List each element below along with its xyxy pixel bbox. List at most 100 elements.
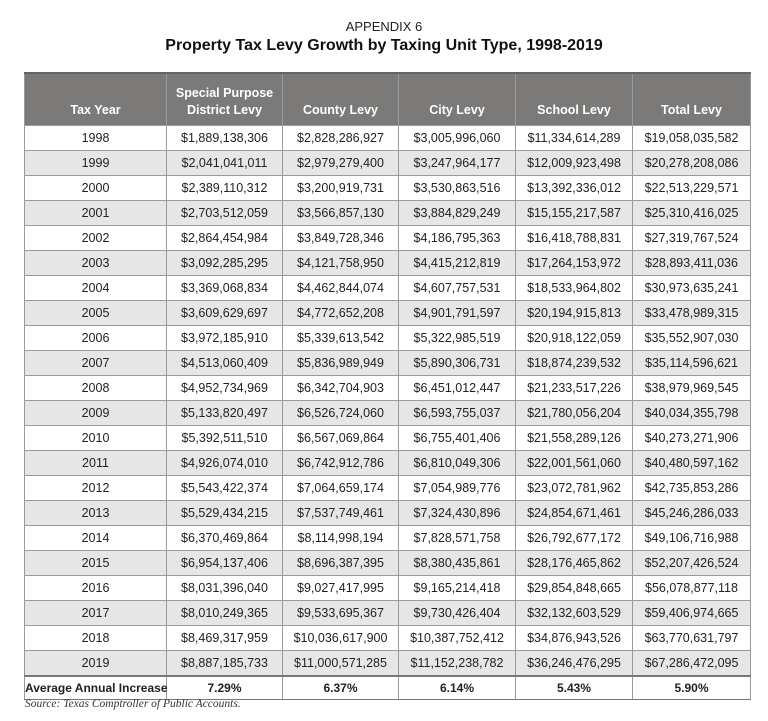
cell-total-levy: $40,273,271,906 [632, 425, 751, 451]
cell-total-levy: $19,058,035,582 [632, 125, 751, 151]
table-row: 2010 $5,392,511,510 $6,567,069,864 $6,755,4… [24, 425, 751, 451]
header-tax-year: Tax Year [24, 72, 167, 126]
cell-total-levy: $67,286,472,095 [632, 650, 751, 677]
cell-special-purpose-levy: $3,369,068,834 [166, 275, 283, 301]
cell-county-levy: $7,064,659,174 [282, 475, 399, 501]
table-row: 2014 $6,370,469,864 $8,114,998,194 $7,828,5… [24, 525, 751, 551]
cell-city-levy: $3,005,996,060 [398, 125, 516, 151]
cell-total-levy: $28,893,411,036 [632, 250, 751, 276]
cell-city-levy: $6,593,755,037 [398, 400, 516, 426]
table-row: 2012 $5,543,422,374 $7,064,659,174 $7,054,9… [24, 475, 751, 501]
cell-county-levy: $9,027,417,995 [282, 575, 399, 601]
table-row: 2001 $2,703,512,059 $3,566,857,130 $3,884,8… [24, 200, 751, 226]
cell-special-purpose-levy: $8,010,249,365 [166, 600, 283, 626]
cell-city-levy: $4,186,795,363 [398, 225, 516, 251]
cell-county-levy: $3,849,728,346 [282, 225, 399, 251]
cell-county-levy: $10,036,617,900 [282, 625, 399, 651]
cell-total-levy: $42,735,853,286 [632, 475, 751, 501]
cell-school-levy: $29,854,848,665 [515, 575, 633, 601]
cell-special-purpose-levy: $5,392,511,510 [166, 425, 283, 451]
cell-special-purpose-levy: $8,031,396,040 [166, 575, 283, 601]
cell-tax-year: 2006 [24, 325, 167, 351]
avg-city-levy: 6.14% [398, 675, 516, 700]
levy-table: Tax Year Special Purpose District Levy C… [24, 72, 751, 700]
cell-special-purpose-levy: $4,952,734,969 [166, 375, 283, 401]
cell-special-purpose-levy: $2,389,110,312 [166, 175, 283, 201]
cell-school-levy: $11,334,614,289 [515, 125, 633, 151]
cell-city-levy: $10,387,752,412 [398, 625, 516, 651]
cell-tax-year: 2013 [24, 500, 167, 526]
cell-total-levy: $35,552,907,030 [632, 325, 751, 351]
table-row: 2006 $3,972,185,910 $5,339,613,542 $5,322,9… [24, 325, 751, 351]
table-row: 2005 $3,609,629,697 $4,772,652,208 $4,901,7… [24, 300, 751, 326]
cell-school-levy: $26,792,677,172 [515, 525, 633, 551]
table-row: 2003 $3,092,285,295 $4,121,758,950 $4,415,2… [24, 250, 751, 276]
table-row: 2011 $4,926,074,010 $6,742,912,786 $6,810,0… [24, 450, 751, 476]
cell-special-purpose-levy: $5,133,820,497 [166, 400, 283, 426]
header-city: City Levy [398, 72, 516, 126]
cell-tax-year: 2003 [24, 250, 167, 276]
cell-school-levy: $24,854,671,461 [515, 500, 633, 526]
cell-tax-year: 2001 [24, 200, 167, 226]
header-county: County Levy [282, 72, 399, 126]
cell-total-levy: $52,207,426,524 [632, 550, 751, 576]
cell-school-levy: $13,392,336,012 [515, 175, 633, 201]
avg-county-levy: 6.37% [282, 675, 399, 700]
cell-tax-year: 2018 [24, 625, 167, 651]
cell-special-purpose-levy: $4,926,074,010 [166, 450, 283, 476]
cell-special-purpose-levy: $1,889,138,306 [166, 125, 283, 151]
cell-county-levy: $6,526,724,060 [282, 400, 399, 426]
cell-special-purpose-levy: $6,370,469,864 [166, 525, 283, 551]
cell-city-levy: $9,165,214,418 [398, 575, 516, 601]
table-row: 1999 $2,041,041,011 $2,979,279,400 $3,247,9… [24, 150, 751, 176]
cell-county-levy: $5,339,613,542 [282, 325, 399, 351]
cell-city-levy: $5,890,306,731 [398, 350, 516, 376]
cell-tax-year: 2010 [24, 425, 167, 451]
table-row: 2007 $4,513,060,409 $5,836,989,949 $5,890,3… [24, 350, 751, 376]
cell-county-levy: $8,114,998,194 [282, 525, 399, 551]
table-row: 2018 $8,469,317,959 $10,036,617,900 $10,387… [24, 625, 751, 651]
cell-county-levy: $5,836,989,949 [282, 350, 399, 376]
cell-special-purpose-levy: $8,887,185,733 [166, 650, 283, 677]
cell-special-purpose-levy: $5,529,434,215 [166, 500, 283, 526]
cell-city-levy: $6,755,401,406 [398, 425, 516, 451]
cell-tax-year: 2002 [24, 225, 167, 251]
cell-county-levy: $3,566,857,130 [282, 200, 399, 226]
cell-city-levy: $3,884,829,249 [398, 200, 516, 226]
cell-special-purpose-levy: $4,513,060,409 [166, 350, 283, 376]
cell-total-levy: $27,319,767,524 [632, 225, 751, 251]
avg-special-purpose-levy: 7.29% [166, 675, 283, 700]
cell-city-levy: $7,828,571,758 [398, 525, 516, 551]
cell-tax-year: 2011 [24, 450, 167, 476]
avg-total-levy: 5.90% [632, 675, 751, 700]
table-row: 2008 $4,952,734,969 $6,342,704,903 $6,451,0… [24, 375, 751, 401]
cell-tax-year: 2009 [24, 400, 167, 426]
cell-tax-year: 1998 [24, 125, 167, 151]
cell-school-levy: $23,072,781,962 [515, 475, 633, 501]
cell-school-levy: $21,558,289,126 [515, 425, 633, 451]
cell-total-levy: $40,480,597,162 [632, 450, 751, 476]
header-row: Tax Year Special Purpose District Levy C… [24, 72, 751, 126]
cell-special-purpose-levy: $8,469,317,959 [166, 625, 283, 651]
cell-tax-year: 1999 [24, 150, 167, 176]
cell-total-levy: $45,246,286,033 [632, 500, 751, 526]
cell-city-levy: $8,380,435,861 [398, 550, 516, 576]
avg-school-levy: 5.43% [515, 675, 633, 700]
cell-total-levy: $20,278,208,086 [632, 150, 751, 176]
cell-school-levy: $15,155,217,587 [515, 200, 633, 226]
cell-tax-year: 2019 [24, 650, 167, 677]
cell-school-levy: $36,246,476,295 [515, 650, 633, 677]
table-row: 2017 $8,010,249,365 $9,533,695,367 $9,730,4… [24, 600, 751, 626]
cell-total-levy: $30,973,635,241 [632, 275, 751, 301]
cell-county-levy: $7,537,749,461 [282, 500, 399, 526]
cell-total-levy: $40,034,355,798 [632, 400, 751, 426]
cell-school-levy: $28,176,465,862 [515, 550, 633, 576]
cell-county-levy: $9,533,695,367 [282, 600, 399, 626]
cell-total-levy: $63,770,631,797 [632, 625, 751, 651]
cell-county-levy: $4,772,652,208 [282, 300, 399, 326]
cell-special-purpose-levy: $2,041,041,011 [166, 150, 283, 176]
cell-county-levy: $4,121,758,950 [282, 250, 399, 276]
cell-special-purpose-levy: $3,609,629,697 [166, 300, 283, 326]
cell-school-levy: $17,264,153,972 [515, 250, 633, 276]
cell-tax-year: 2015 [24, 550, 167, 576]
